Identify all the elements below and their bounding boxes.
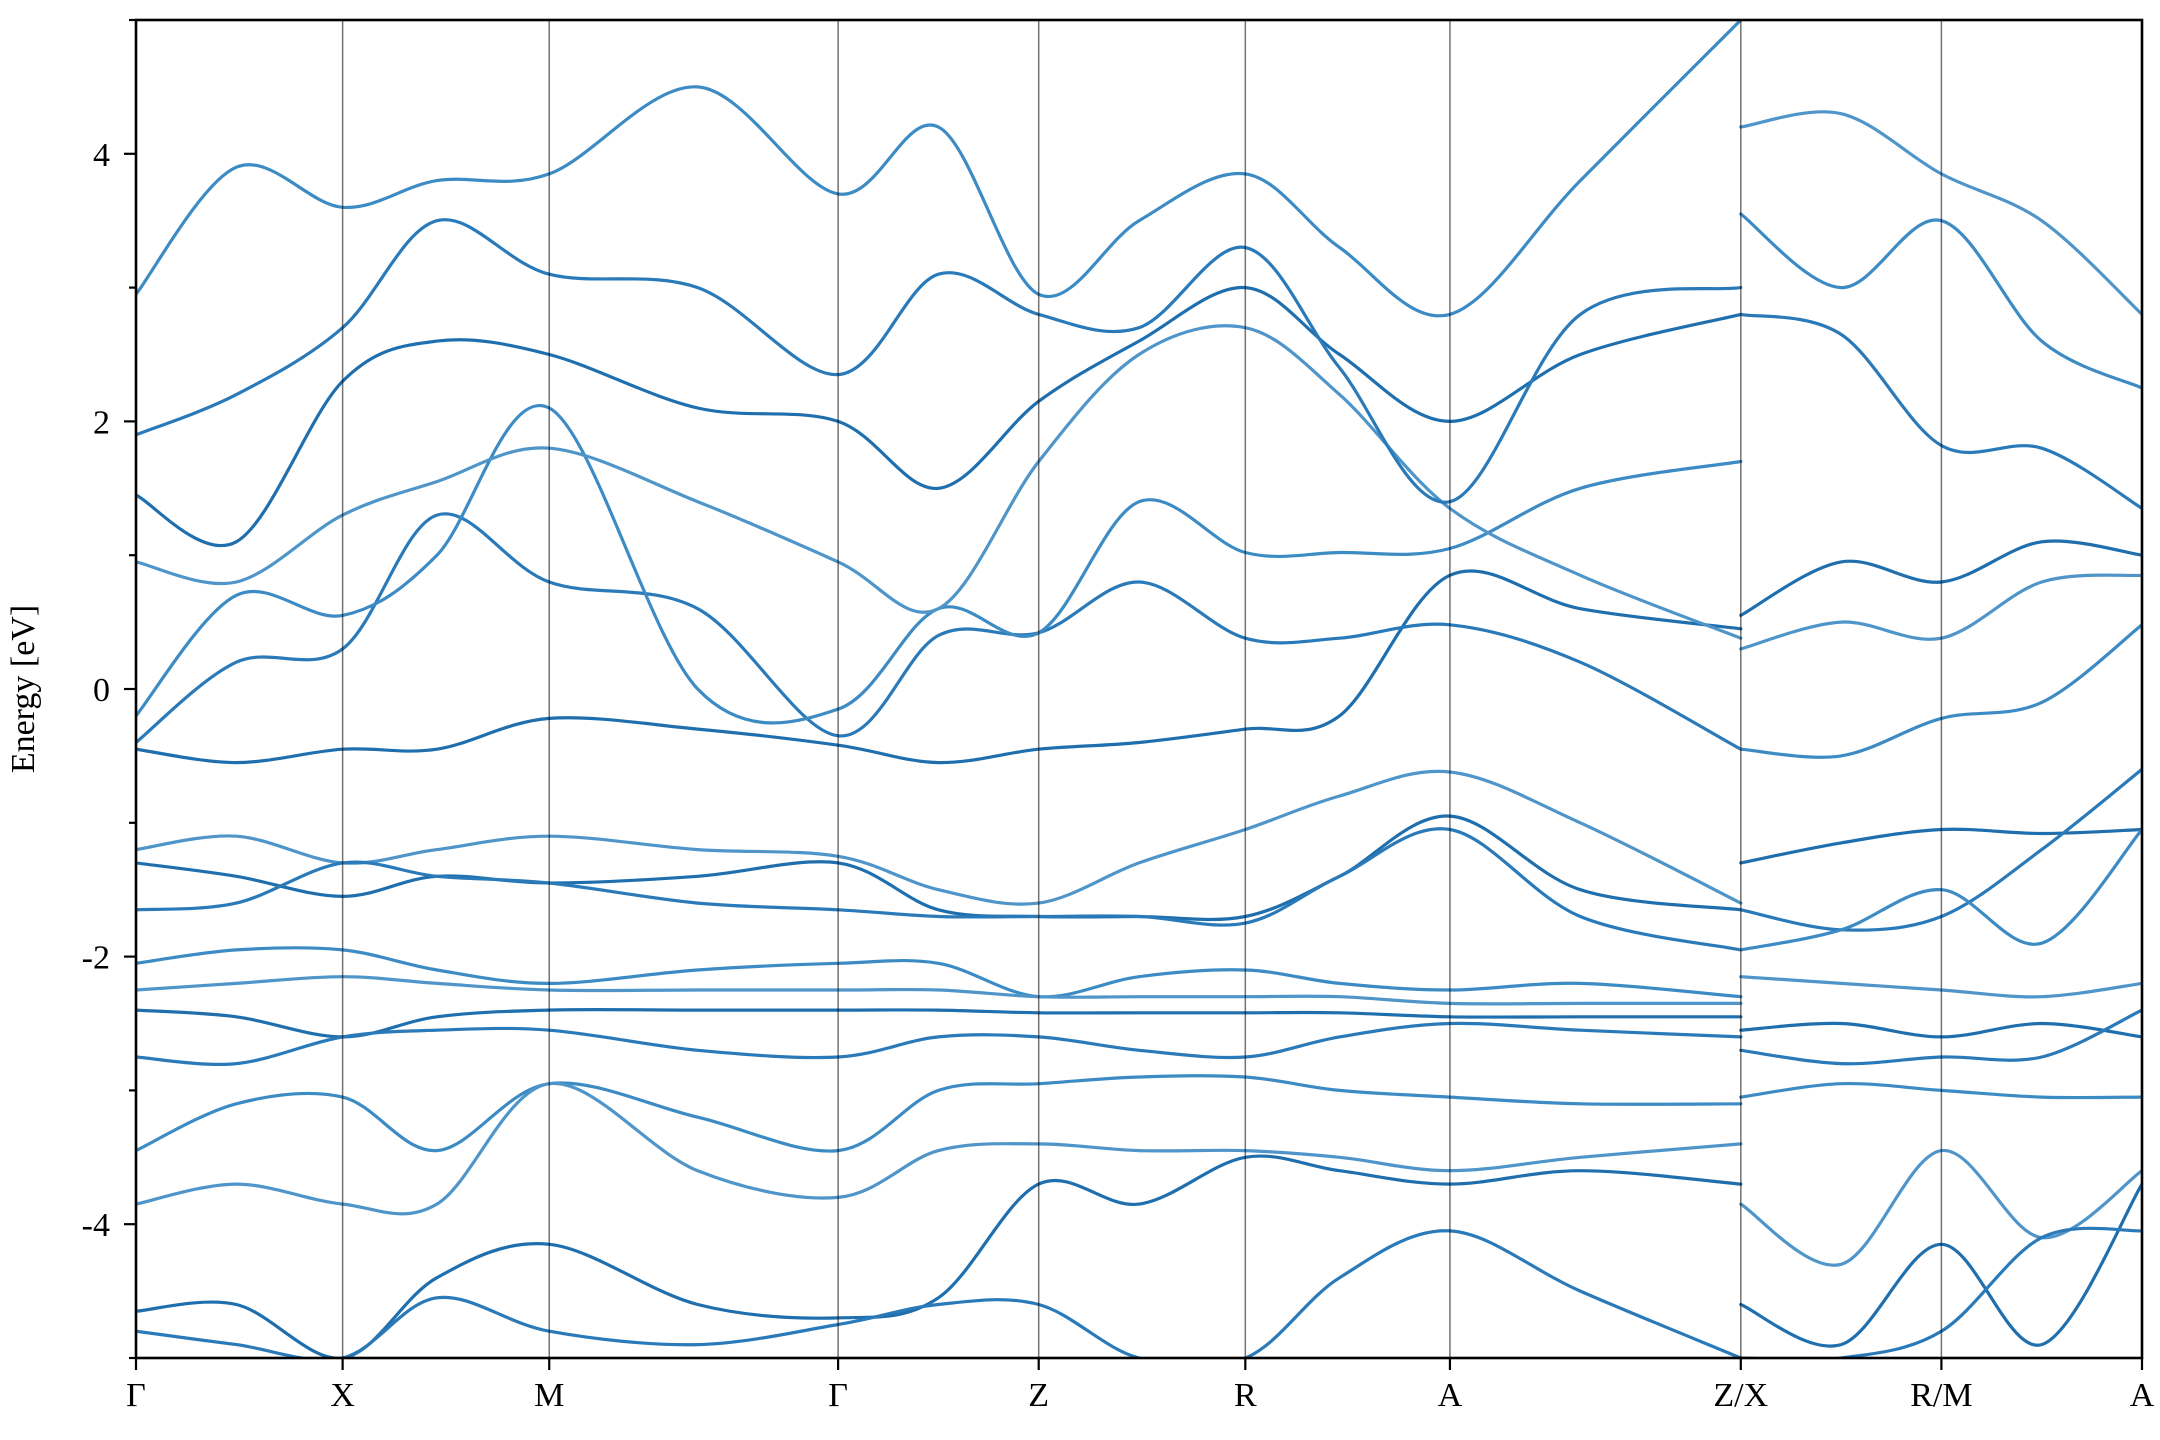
x-tick-label: A — [1438, 1377, 1463, 1414]
high-symmetry-lines — [341, 20, 1943, 1358]
y-axis-title: Energy [eV] — [5, 605, 42, 773]
y-tick-label: -2 — [82, 940, 110, 977]
band-line — [1739, 827, 2142, 952]
band-line — [136, 1082, 1743, 1216]
y-tick-label: 4 — [93, 137, 110, 174]
band-line — [136, 569, 1743, 765]
x-tick-label: X — [330, 1377, 355, 1414]
band-line — [136, 827, 1743, 952]
x-tick-label: A — [2130, 1377, 2155, 1414]
band-line — [136, 946, 1743, 999]
x-tick-label: Z/X — [1713, 1377, 1768, 1414]
x-tick-label: Γ — [828, 1377, 848, 1414]
band-line — [136, 1074, 1743, 1153]
y-tick-label: 2 — [93, 404, 110, 441]
band-line — [136, 285, 1743, 548]
band-line — [136, 218, 1743, 504]
band-lines — [136, 20, 2142, 1358]
band-line — [1739, 1182, 2142, 1348]
x-tick-label: M — [534, 1377, 564, 1414]
x-tick-label: R/M — [1910, 1377, 1972, 1414]
x-tick-label: Z — [1028, 1377, 1049, 1414]
band-line — [136, 814, 1743, 922]
y-tick-label: 0 — [93, 672, 110, 709]
band-line — [136, 1021, 1743, 1066]
band-line — [136, 769, 1743, 906]
y-axis-ticks: -4 -2 0 2 4 — [82, 18, 136, 1360]
band-line — [136, 20, 1743, 318]
x-tick-label: Γ — [126, 1377, 146, 1414]
x-tick-label: R — [1234, 1377, 1257, 1414]
band-line — [136, 512, 1743, 751]
band-line — [136, 1229, 1743, 1358]
band-line — [136, 975, 1743, 1006]
band-line — [136, 1154, 1743, 1358]
y-tick-label: -4 — [82, 1207, 110, 1244]
band-line — [136, 324, 1743, 640]
band-line — [136, 404, 1743, 725]
x-axis-ticks: Γ X M Γ Z R A Z/X R/M A — [126, 1358, 2155, 1414]
